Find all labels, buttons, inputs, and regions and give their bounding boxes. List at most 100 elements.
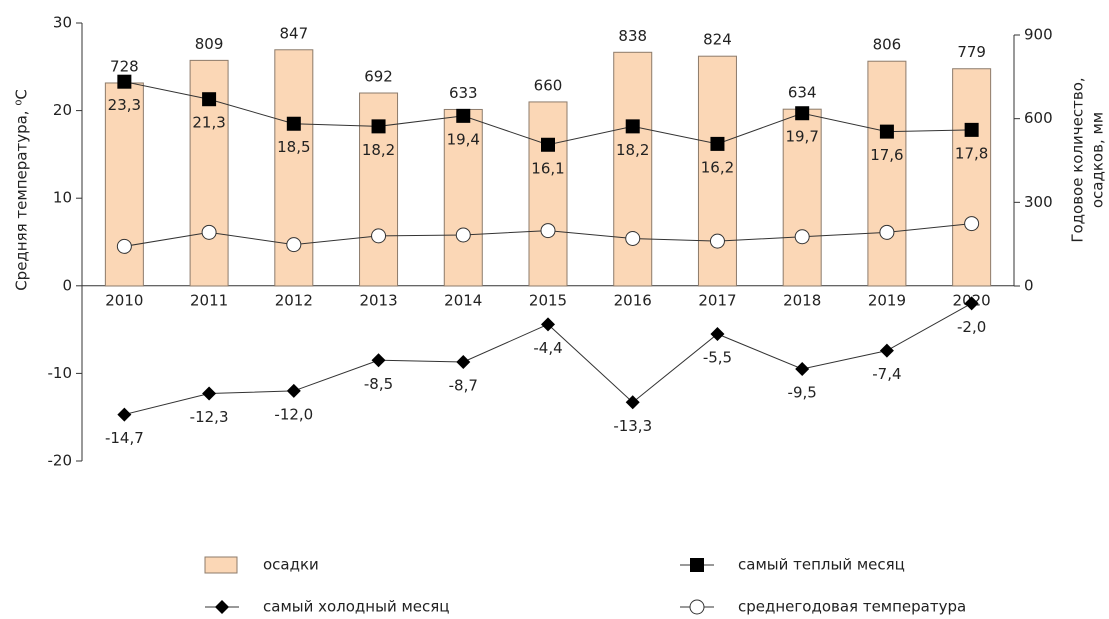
data-label: 18,5 bbox=[277, 138, 310, 156]
marker-circle bbox=[689, 599, 705, 615]
bar-value-label: 847 bbox=[279, 24, 308, 42]
data-label: 23,3 bbox=[108, 96, 141, 114]
data-label: 18,2 bbox=[616, 141, 649, 159]
marker-circle bbox=[625, 230, 641, 246]
x-tick-label: 2018 bbox=[783, 291, 821, 309]
bar-value-label: 660 bbox=[534, 76, 563, 94]
marker-circle bbox=[964, 216, 980, 232]
y2-axis-label: осадков, мм bbox=[1089, 112, 1107, 208]
bar bbox=[867, 60, 907, 287]
y2-tick-label: 600 bbox=[1024, 109, 1053, 127]
x-tick-label: 2015 bbox=[529, 291, 567, 309]
data-label: 17,8 bbox=[955, 144, 988, 162]
data-label: 16,1 bbox=[531, 159, 564, 177]
data-label: -13,3 bbox=[613, 417, 652, 435]
y2-tick-label: 900 bbox=[1024, 26, 1053, 44]
marker-square bbox=[541, 137, 555, 152]
marker-circle bbox=[286, 237, 302, 253]
legend-swatch bbox=[204, 556, 238, 574]
bar-value-label: 779 bbox=[957, 43, 986, 61]
bar-value-label: 634 bbox=[788, 84, 817, 102]
bar bbox=[782, 108, 822, 287]
y-tick-label: 0 bbox=[62, 276, 72, 294]
y-axis-label: Средняя температура, ⁰С bbox=[13, 89, 31, 291]
marker-circle bbox=[201, 224, 217, 240]
bar bbox=[952, 68, 992, 287]
marker-circle bbox=[794, 229, 810, 245]
x-tick-label: 2012 bbox=[275, 291, 313, 309]
marker-square bbox=[371, 119, 386, 134]
y-tick-label: -20 bbox=[48, 452, 73, 470]
marker-diamond bbox=[625, 395, 640, 410]
y-tick-label: 20 bbox=[53, 101, 72, 119]
x-tick-label: 2016 bbox=[614, 291, 652, 309]
x-tick-label: 2017 bbox=[698, 291, 736, 309]
marker-square bbox=[690, 558, 704, 572]
marker-diamond bbox=[202, 386, 217, 401]
y2-axis-label: Годовое количество, bbox=[1069, 77, 1087, 242]
data-label: 17,6 bbox=[870, 146, 903, 164]
data-label: -8,7 bbox=[449, 377, 478, 395]
marker-circle bbox=[709, 233, 725, 249]
y2-tick-label: 0 bbox=[1024, 277, 1034, 295]
marker-diamond bbox=[795, 362, 810, 377]
bar bbox=[443, 108, 483, 287]
data-label: -14,7 bbox=[105, 429, 144, 447]
data-label: -12,3 bbox=[190, 408, 229, 426]
legend-label: самый теплый месяц bbox=[738, 556, 905, 574]
data-label: -7,4 bbox=[872, 365, 901, 383]
x-tick-label: 2019 bbox=[868, 291, 906, 309]
marker-diamond bbox=[286, 383, 301, 398]
marker-circle bbox=[116, 238, 132, 254]
bar bbox=[613, 51, 653, 287]
data-label: 21,3 bbox=[192, 114, 225, 132]
y2-tick-label: 300 bbox=[1024, 193, 1053, 211]
data-label: -9,5 bbox=[788, 384, 817, 402]
marker-diamond bbox=[879, 343, 894, 358]
marker-diamond bbox=[215, 600, 229, 614]
marker-square bbox=[456, 108, 471, 123]
legend-label: осадки bbox=[263, 556, 319, 574]
marker-circle bbox=[371, 228, 387, 244]
x-tick-label: 2010 bbox=[105, 291, 143, 309]
y-tick-label: 30 bbox=[53, 14, 72, 32]
y-tick-label: 10 bbox=[53, 189, 72, 207]
marker-circle bbox=[455, 227, 471, 243]
legend-label: среднегодовая температура bbox=[738, 598, 966, 616]
bar-value-label: 806 bbox=[873, 36, 902, 54]
bar-value-label: 692 bbox=[364, 68, 393, 86]
marker-square bbox=[117, 74, 132, 89]
y-tick-label: -10 bbox=[48, 364, 73, 382]
marker-diamond bbox=[964, 296, 979, 311]
data-label: -2,0 bbox=[957, 318, 986, 336]
bar-value-label: 838 bbox=[618, 27, 647, 45]
data-label: 16,2 bbox=[701, 158, 734, 176]
data-label: -8,5 bbox=[364, 375, 393, 393]
x-tick-label: 2013 bbox=[359, 291, 397, 309]
data-label: -12,0 bbox=[274, 405, 313, 423]
marker-square bbox=[964, 122, 979, 137]
data-label: 19,7 bbox=[785, 128, 818, 146]
marker-diamond bbox=[541, 317, 555, 332]
marker-square bbox=[625, 119, 640, 134]
data-label: 18,2 bbox=[362, 141, 395, 159]
marker-diamond bbox=[710, 326, 725, 341]
x-tick-label: 2014 bbox=[444, 291, 482, 309]
marker-square bbox=[879, 124, 894, 139]
marker-square bbox=[795, 106, 810, 121]
marker-square bbox=[286, 116, 301, 131]
data-label: 19,4 bbox=[447, 130, 480, 148]
marker-circle bbox=[540, 223, 556, 239]
x-tick-label: 2011 bbox=[190, 291, 228, 309]
bar-value-label: 728 bbox=[110, 57, 139, 75]
marker-circle bbox=[879, 224, 895, 240]
bar bbox=[528, 101, 568, 287]
marker-square bbox=[710, 136, 725, 151]
data-label: -5,5 bbox=[703, 348, 732, 366]
legend-label: самый холодный месяц bbox=[263, 598, 450, 616]
marker-diamond bbox=[456, 355, 471, 370]
bar-value-label: 824 bbox=[703, 31, 732, 49]
bar-value-label: 809 bbox=[195, 35, 224, 53]
data-label: -4,4 bbox=[533, 339, 562, 357]
